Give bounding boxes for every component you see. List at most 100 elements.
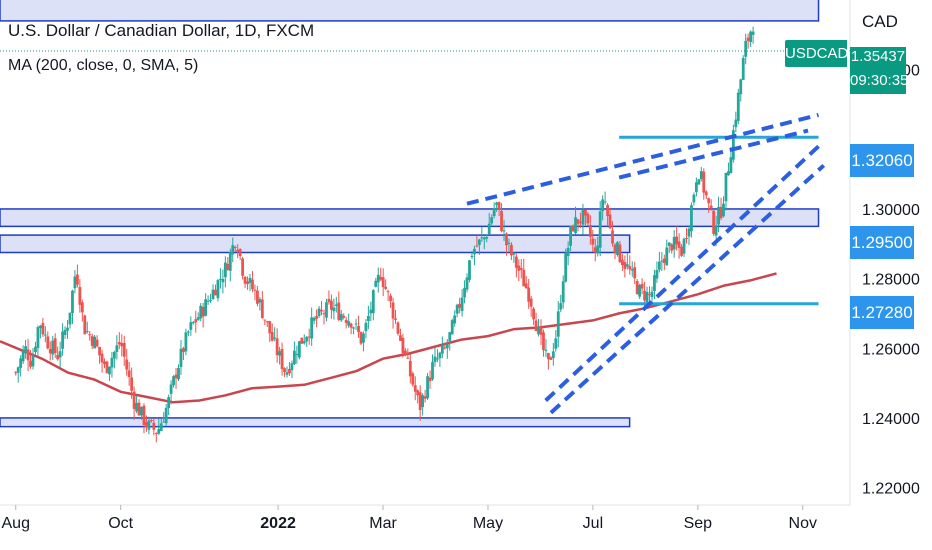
candle-body	[734, 119, 738, 128]
price-tick-label: 1.24000	[862, 411, 920, 428]
candle-body	[727, 171, 730, 176]
candle-body	[93, 336, 97, 349]
candle-body	[265, 321, 269, 323]
candle-body	[707, 198, 711, 204]
candle-body	[662, 258, 666, 264]
candle-body	[285, 372, 289, 375]
candle-body	[576, 219, 580, 224]
candle-body	[406, 357, 410, 359]
candle-body	[601, 199, 605, 212]
trend-line[interactable]	[549, 163, 826, 415]
candle-body	[251, 279, 254, 290]
candle-body	[305, 336, 309, 342]
candle-body	[14, 372, 18, 374]
candle-body	[317, 308, 321, 317]
candle-body	[433, 356, 437, 363]
candle-body	[566, 247, 570, 257]
candle-body	[290, 363, 294, 371]
candle-body	[389, 295, 392, 302]
price-tick-label: 1.28000	[862, 272, 920, 289]
candle-body	[643, 290, 646, 301]
candle-body	[455, 304, 459, 314]
candle-body	[41, 323, 45, 335]
trend-line[interactable]	[466, 112, 820, 206]
drawings-layer[interactable]	[466, 112, 826, 415]
candle-body	[544, 349, 548, 351]
candle-body	[438, 352, 442, 359]
candle-body	[371, 290, 375, 314]
candle-body	[369, 309, 373, 314]
trend-line[interactable]	[618, 128, 809, 180]
candle-body	[152, 422, 156, 430]
candle-body	[201, 306, 205, 317]
candle-body	[680, 246, 683, 256]
candle-body	[399, 335, 402, 341]
candle-body	[162, 421, 166, 423]
candle-body	[179, 348, 183, 368]
candle-body	[628, 266, 632, 270]
candle-body	[204, 299, 208, 316]
candle-body	[137, 402, 141, 416]
candle-body	[510, 244, 513, 256]
candle-body	[154, 433, 158, 435]
candle-body	[475, 245, 479, 247]
candle-body	[83, 315, 87, 335]
zones-layer	[0, 0, 820, 428]
candle-body	[722, 203, 725, 217]
indicator-legend[interactable]: MA (200, close, 0, SMA, 5)	[8, 57, 199, 74]
candle-body	[463, 287, 466, 298]
support-resistance-zone[interactable]	[0, 0, 820, 22]
candle-body	[53, 338, 57, 353]
candle-body	[172, 376, 175, 386]
candle-body	[408, 360, 412, 377]
candle-body	[547, 353, 550, 360]
candle-body	[593, 247, 597, 253]
candle-body	[665, 247, 669, 266]
candle-body	[502, 230, 506, 232]
candle-body	[157, 429, 161, 434]
candle-body	[426, 376, 429, 399]
support-resistance-zone[interactable]	[0, 417, 631, 428]
level-tag-middle: 1.29500	[850, 226, 914, 259]
candle-body	[448, 332, 452, 342]
candle-body	[43, 334, 47, 336]
candle-body	[186, 331, 190, 333]
candle-body	[692, 194, 696, 203]
candle-body	[539, 327, 543, 335]
candle-body	[199, 305, 203, 319]
candle-body	[147, 420, 151, 430]
candle-body	[500, 210, 503, 232]
candle-body	[702, 171, 706, 193]
currency-unit-label[interactable]: CAD	[862, 12, 898, 31]
candle-body	[487, 223, 491, 235]
candle-body	[127, 370, 131, 378]
candle-body	[364, 322, 368, 331]
candle-body	[243, 276, 247, 284]
price-axis[interactable]: 1.220001.240001.260001.280001.300001.340…	[862, 63, 920, 498]
support-resistance-zone[interactable]	[0, 208, 820, 228]
candle-body	[36, 327, 40, 348]
candle-body	[184, 332, 188, 352]
candle-body	[423, 396, 427, 399]
candle-body	[618, 244, 622, 263]
price-tick-label: 1.30000	[862, 202, 920, 219]
candle-body	[339, 314, 343, 321]
candle-body	[51, 340, 55, 355]
candle-body	[260, 299, 264, 319]
candle-body	[169, 384, 173, 394]
time-axis[interactable]: Aug Oct 2022 Mar May Jul Sep Nov	[2, 505, 817, 532]
support-resistance-zone[interactable]	[0, 234, 631, 254]
candle-body	[352, 327, 355, 329]
candle-body	[19, 358, 23, 368]
candle-body	[416, 390, 420, 396]
candle-body	[297, 341, 301, 358]
candle-body	[729, 157, 733, 174]
candle-body	[699, 171, 703, 180]
candle-body	[149, 419, 153, 421]
candle-body	[739, 79, 743, 95]
candle-body	[694, 182, 698, 193]
trend-line[interactable]	[544, 144, 820, 402]
candle-body	[465, 277, 469, 290]
